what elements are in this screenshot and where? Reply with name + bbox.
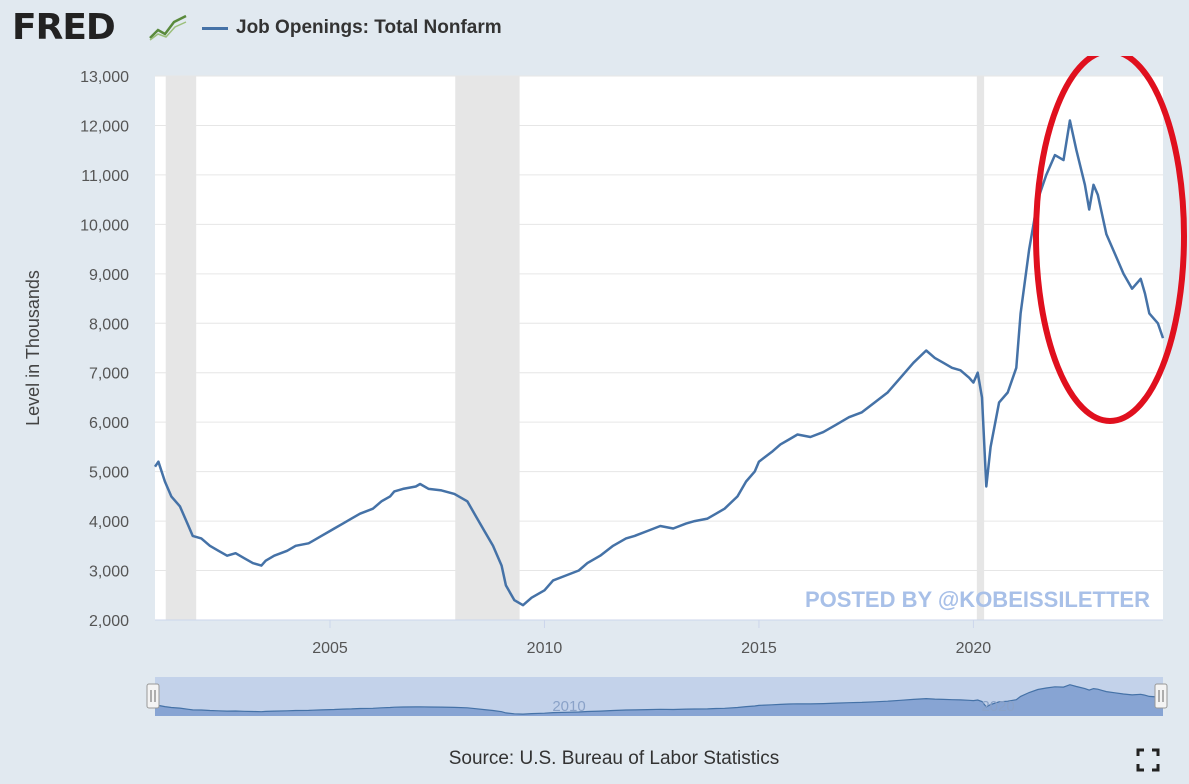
y-tick-label: 6,000 — [89, 415, 129, 432]
y-tick-label: 11,000 — [81, 168, 129, 185]
fred-logo: FRED — [12, 7, 116, 48]
y-tick-label: 3,000 — [89, 564, 129, 581]
x-tick-label: 2020 — [956, 640, 992, 657]
x-axis-ticks: 2005 2010 2015 2020 — [155, 619, 1163, 657]
y-tick-label: 13,000 — [80, 69, 129, 86]
legend-swatch — [202, 26, 228, 30]
fred-logo-graph-icon — [148, 12, 188, 42]
navigator-series-area — [155, 684, 1163, 716]
y-tick-label: 4,000 — [89, 514, 129, 531]
range-navigator[interactable]: 2010 2020 — [0, 672, 1189, 720]
chart-header: FRED Job Openings: Total Nonfarm — [0, 0, 1189, 56]
watermark-text: POSTED BY @KOBEISSILETTER — [805, 587, 1150, 612]
y-axis-label: Level in Thousands — [23, 270, 43, 426]
x-tick-label: 2005 — [312, 640, 348, 657]
chart-legend[interactable]: Job Openings: Total Nonfarm — [202, 14, 502, 42]
navigator-series-line — [154, 684, 1164, 715]
navigator-label-2010: 2010 — [552, 698, 585, 715]
navigator-label-2020: 2020 — [981, 698, 1014, 715]
line-chart: 2,000 3,000 4,000 5,000 6,000 7,000 8,000 9,000… — [23, 56, 1187, 657]
y-tick-label: 2,000 — [89, 613, 129, 630]
recession-band-1 — [165, 76, 197, 620]
x-tick-label: 2010 — [527, 640, 563, 657]
legend-label: Job Openings: Total Nonfarm — [236, 17, 502, 38]
navigator-left-handle[interactable] — [146, 683, 160, 709]
x-tick-label: 2015 — [741, 640, 777, 657]
y-axis-ticks: 2,000 3,000 4,000 5,000 6,000 7,000 8,000 9,000… — [80, 69, 129, 630]
y-tick-label: 9,000 — [89, 267, 129, 284]
y-tick-label: 5,000 — [89, 465, 129, 482]
plot-area — [155, 76, 1163, 620]
annotation-ellipse — [1033, 56, 1187, 424]
y-tick-label: 12,000 — [80, 118, 129, 135]
recession-band-2 — [455, 76, 520, 620]
recession-band-3 — [976, 76, 985, 620]
y-tick-label: 10,000 — [80, 217, 129, 234]
y-tick-label: 8,000 — [89, 316, 129, 333]
source-note: Source: U.S. Bureau of Labor Statistics — [448, 748, 780, 769]
fullscreen-icon[interactable] — [1136, 748, 1160, 772]
navigator-right-handle[interactable] — [1154, 683, 1168, 709]
recession-shading — [165, 76, 985, 620]
y-tick-label: 7,000 — [89, 366, 129, 383]
